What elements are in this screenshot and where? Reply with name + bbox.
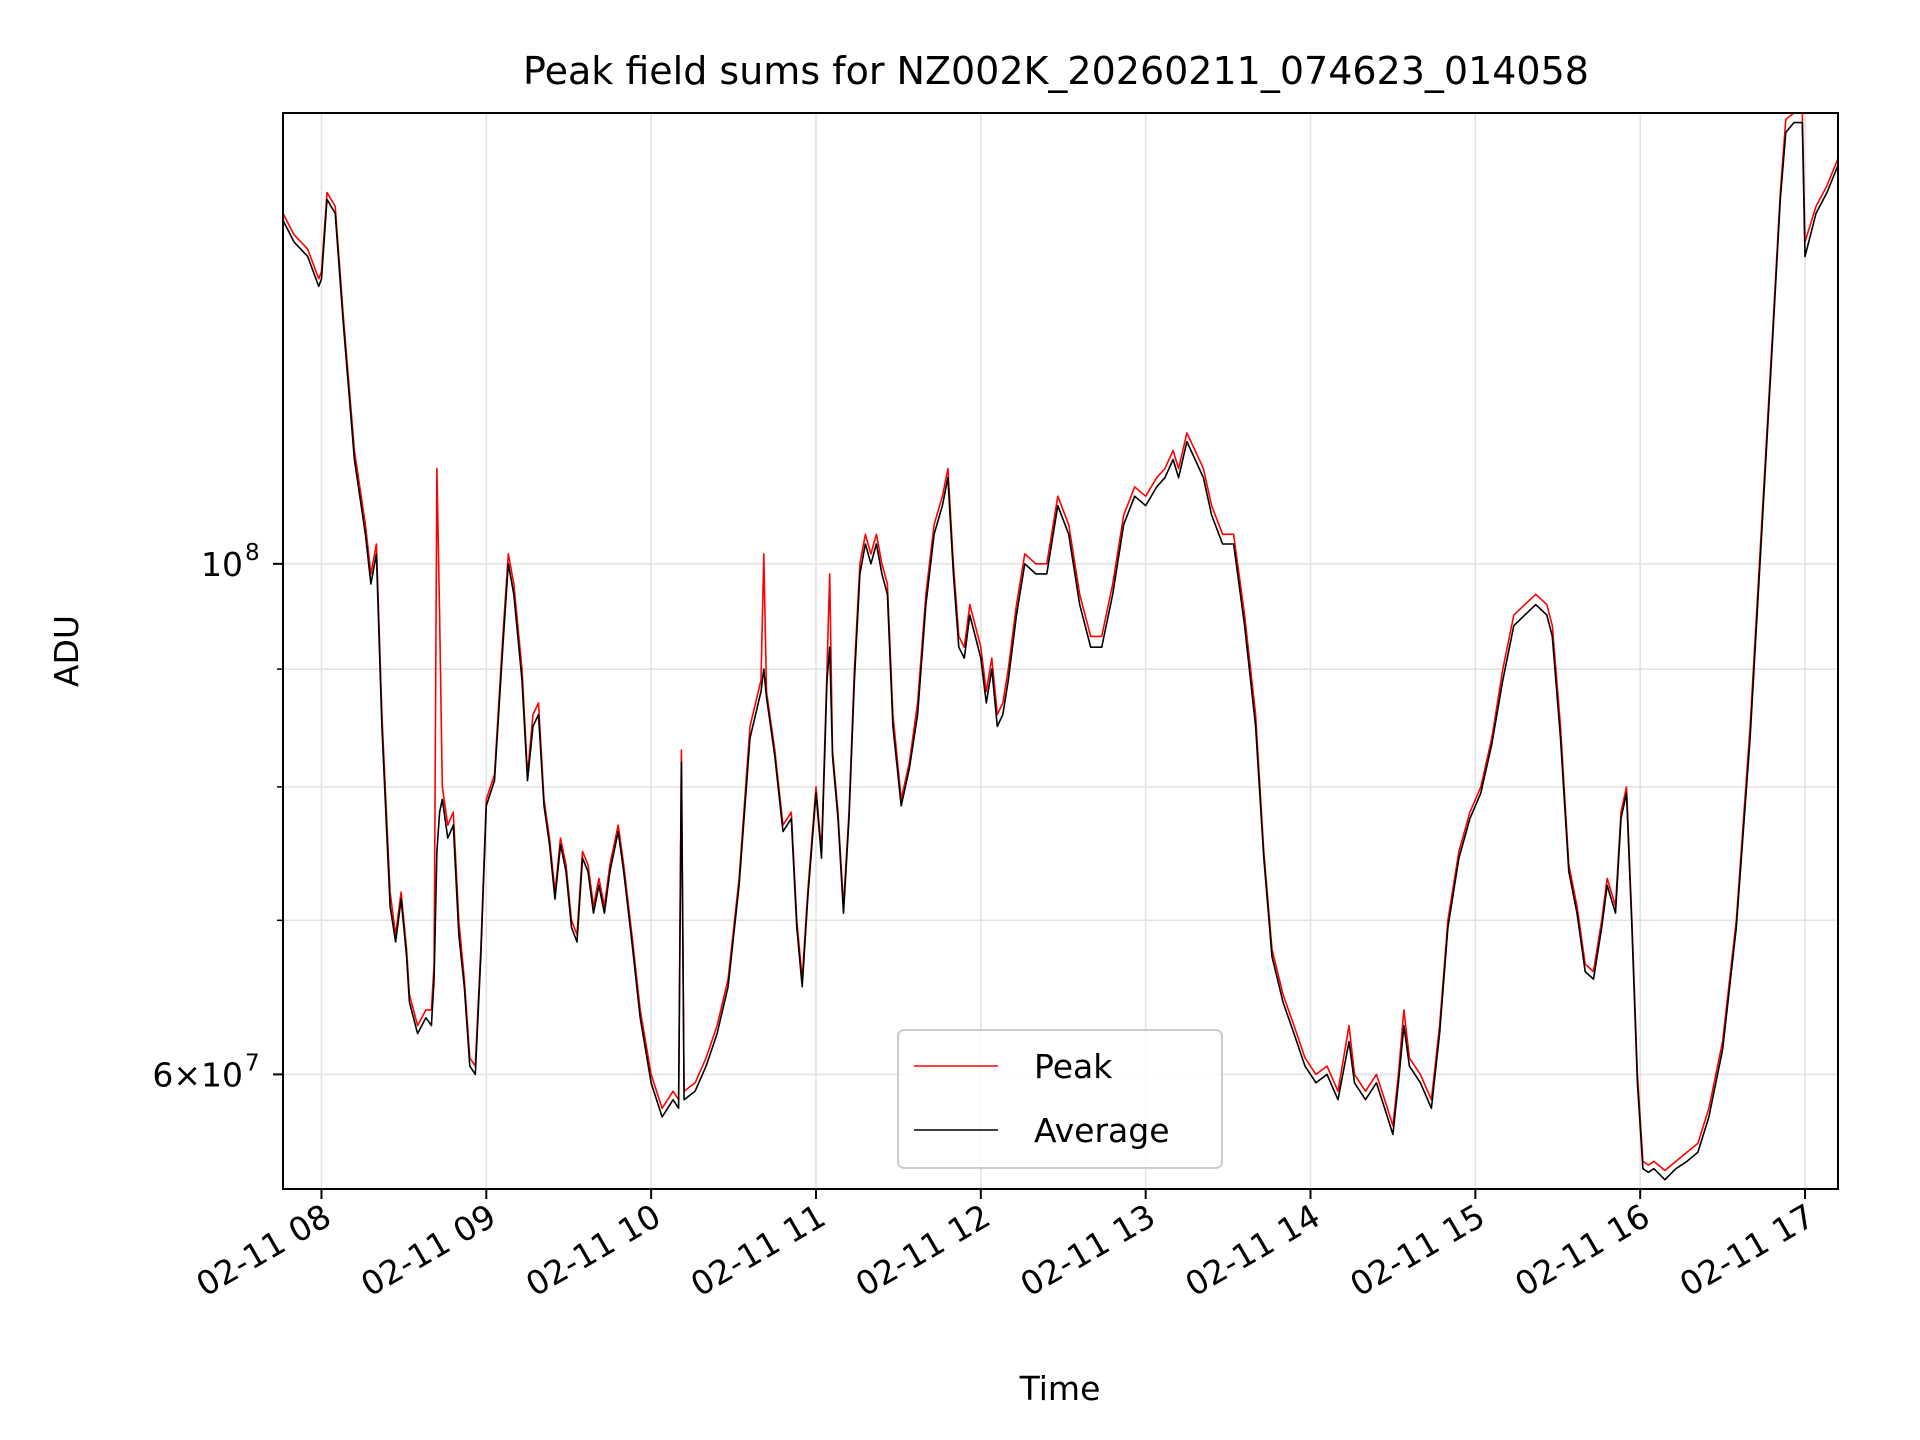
legend-box xyxy=(897,1029,1223,1169)
series-line-average xyxy=(282,121,1839,1181)
plot-frame xyxy=(282,112,1839,1190)
y-axis-label: ADU xyxy=(47,615,86,687)
y-tick-label-exponent: 7 xyxy=(245,1050,260,1076)
y-tick-label-base: 6×10 xyxy=(152,1055,243,1094)
y-tick-label: 6×10 7 xyxy=(152,1050,259,1094)
x-axis-label: Time xyxy=(1019,1369,1101,1408)
legend-label-average: Average xyxy=(1034,1111,1170,1150)
y-tick-label: 10 8 xyxy=(201,540,260,584)
series-lines xyxy=(282,112,1839,1181)
legend-label-peak: Peak xyxy=(1034,1047,1113,1086)
y-tick-label-exponent: 8 xyxy=(245,540,260,566)
chart-title: Peak field sums for NZ002K_20260211_0746… xyxy=(523,49,1589,93)
y-tick-label-base: 10 xyxy=(201,545,243,584)
legend: Peak Average xyxy=(897,1029,1223,1169)
